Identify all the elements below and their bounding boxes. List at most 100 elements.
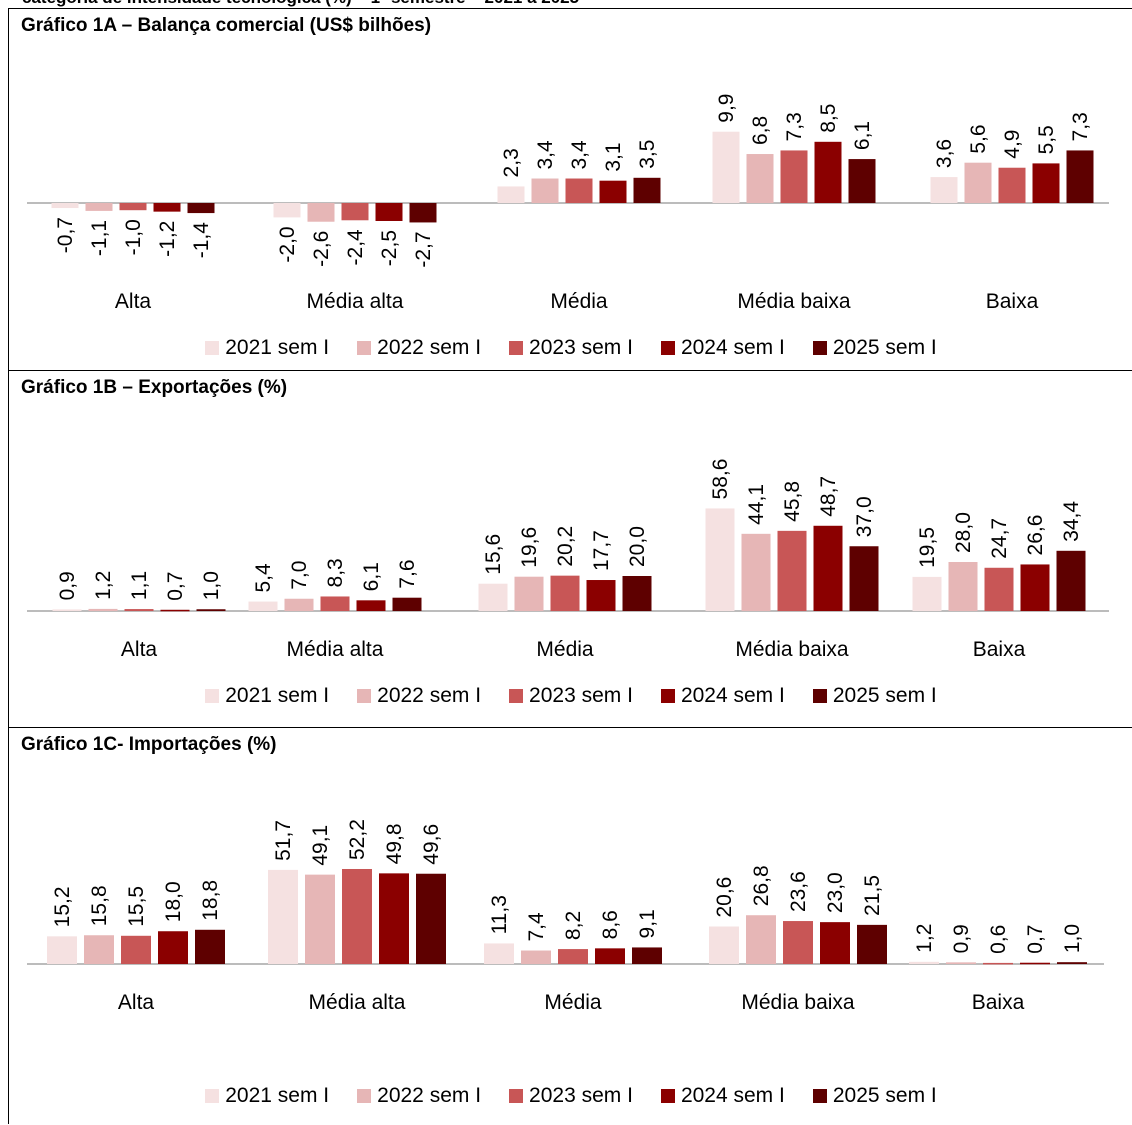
data-label: 34,4 [1060, 501, 1083, 542]
bar [531, 178, 559, 203]
data-label: 1,0 [200, 571, 223, 600]
data-label: 8,6 [599, 910, 622, 939]
bar [550, 575, 580, 611]
category-label: Média baixa [737, 290, 851, 313]
legend-item: 2024 sem I [660, 1084, 785, 1108]
bar [379, 873, 409, 964]
bar [780, 150, 808, 203]
data-label: 19,6 [518, 527, 541, 568]
data-label: 51,7 [272, 820, 295, 861]
category-label: Alta [115, 290, 152, 313]
chart-panel-1b: Gráfico 1B – Exportações (%) 0,9 1,2 1,1 0,… [8, 370, 1132, 727]
legend-label: 2022 sem I [377, 684, 482, 707]
data-label: 19,5 [916, 527, 939, 568]
legend-swatch [660, 341, 675, 355]
bar [912, 576, 942, 611]
legend-swatch [205, 689, 220, 703]
data-label: 37,0 [853, 496, 876, 537]
legend-swatch [205, 341, 220, 355]
legend-label: 2022 sem I [377, 336, 482, 359]
bar [195, 929, 225, 964]
data-label: 15,6 [482, 534, 505, 575]
data-label: 6,1 [851, 121, 874, 150]
bar [813, 525, 843, 611]
legend-item: 2023 sem I [509, 1084, 633, 1108]
legend-label: 2022 sem I [377, 1084, 482, 1107]
data-label: 7,0 [288, 561, 311, 590]
data-label: -1,1 [88, 220, 111, 256]
bar [416, 873, 446, 964]
legend-swatch [357, 689, 372, 703]
bar [187, 203, 215, 214]
data-label: 49,1 [309, 825, 332, 866]
category-label: Média [550, 290, 608, 313]
bar [705, 508, 735, 611]
category-label: Baixa [973, 638, 1026, 661]
category-label: Média baixa [741, 991, 855, 1014]
category-label: Média [544, 991, 602, 1014]
bar [820, 922, 850, 964]
bar [622, 576, 652, 611]
category-label: Alta [118, 991, 155, 1014]
bar [84, 935, 114, 964]
data-label: 8,2 [562, 911, 585, 940]
data-label: 24,7 [988, 518, 1011, 559]
legend-label: 2023 sem I [529, 336, 633, 359]
data-label: 15,5 [125, 886, 148, 927]
legend-item: 2022 sem I [357, 684, 481, 708]
data-label: 17,7 [590, 530, 613, 571]
bar [632, 947, 662, 964]
legend-item: 2021 sem I [205, 1084, 329, 1108]
bar [857, 924, 887, 964]
legend-label: 2025 sem I [832, 336, 937, 359]
data-label: 8,3 [324, 558, 347, 587]
chart-1c-svg: 15,2 15,8 15,5 18,0 18,8 Alta 51,7 49,1 52,2 49,8… [27, 819, 1104, 1014]
bar [814, 141, 842, 203]
legend-swatch [660, 689, 675, 703]
category-label: Média baixa [735, 638, 849, 661]
legend-item: 2021 sem I [205, 684, 329, 708]
data-label: 3,5 [636, 140, 659, 169]
legend-1a: 2021 sem I 2022 sem I 2023 sem I 2024 sem I… [9, 336, 1132, 360]
legend-label: 2024 sem I [680, 336, 785, 359]
data-label: 0,6 [987, 925, 1010, 954]
data-label: 1,1 [128, 571, 151, 600]
bar [565, 178, 593, 203]
data-label: 3,4 [534, 140, 557, 170]
data-label: 7,3 [783, 112, 806, 141]
data-label: 23,0 [824, 872, 847, 913]
bar [998, 167, 1026, 203]
legend-label: 2025 sem I [832, 1084, 937, 1107]
legend-1c: 2021 sem I 2022 sem I 2023 sem I 2024 sem I… [9, 1084, 1132, 1108]
legend-1b: 2021 sem I 2022 sem I 2023 sem I 2024 sem I… [9, 684, 1132, 708]
legend-label: 2024 sem I [680, 1084, 785, 1107]
data-label: 0,7 [164, 572, 187, 601]
data-label: 6,1 [360, 562, 383, 591]
data-label: 3,6 [933, 139, 956, 168]
bar [356, 600, 386, 611]
data-label: 0,9 [950, 924, 973, 953]
data-label: 1,0 [1061, 924, 1084, 953]
data-label: 28,0 [952, 512, 975, 553]
chart-1a-svg: -0,7 -1,1 -1,0 -1,2 -1,4 Alta -2,0 -2,6 -2,4 -2,5… [27, 94, 1109, 313]
bar [119, 203, 147, 211]
bar [1020, 564, 1050, 611]
legend-swatch [509, 1089, 524, 1103]
legend-swatch [509, 689, 524, 703]
data-label: 26,6 [1024, 515, 1047, 556]
chart-title-1c: Gráfico 1C- Importações (%) [21, 734, 277, 755]
data-label: 6,8 [749, 116, 772, 145]
data-label: 9,9 [715, 94, 738, 123]
chart-1b-svg: 0,9 1,2 1,1 0,7 1,0 Alta 5,4 7,0 8,3 6,1 7,6 Média … [27, 459, 1109, 661]
data-label: 18,8 [199, 880, 222, 921]
chart-title-1a: Gráfico 1A – Balança comercial (US$ bilh… [21, 15, 432, 36]
legend-item: 2024 sem I [660, 684, 785, 708]
legend-item: 2022 sem I [357, 336, 481, 360]
data-label: 9,1 [636, 909, 659, 938]
bar [51, 203, 79, 209]
data-label: 58,6 [709, 459, 732, 500]
data-label: 26,8 [750, 865, 773, 906]
bar [849, 546, 879, 611]
bar [158, 931, 188, 964]
category-label: Média [536, 638, 594, 661]
